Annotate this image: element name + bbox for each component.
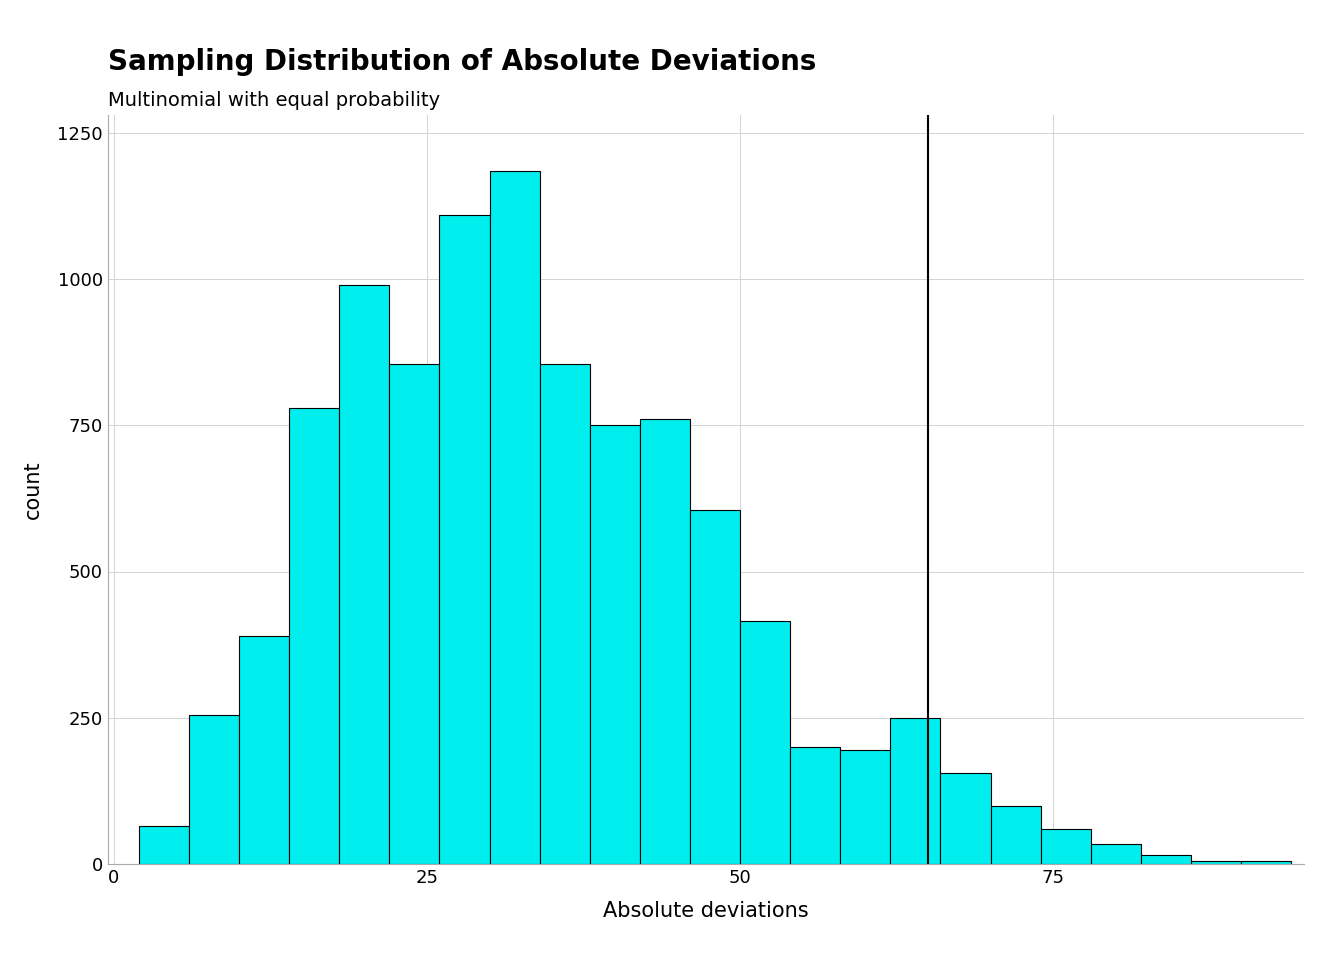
Bar [840,750,890,864]
Bar [339,285,390,864]
Bar [890,718,941,864]
Bar [390,364,439,864]
Bar [289,408,339,864]
Bar [138,826,190,864]
Bar [991,805,1040,864]
X-axis label: Absolute deviations: Absolute deviations [603,900,808,921]
Text: Multinomial with equal probability: Multinomial with equal probability [108,91,439,110]
Bar [439,215,489,864]
Bar [640,420,689,864]
Bar [239,636,289,864]
Bar [1091,844,1141,864]
Y-axis label: count: count [23,460,43,519]
Bar [1241,861,1292,864]
Bar [1040,828,1091,864]
Text: Sampling Distribution of Absolute Deviations: Sampling Distribution of Absolute Deviat… [108,48,816,76]
Bar [489,171,540,864]
Bar [790,747,840,864]
Bar [689,510,741,864]
Bar [1141,855,1191,864]
Bar [941,774,991,864]
Bar [741,621,790,864]
Bar [190,715,239,864]
Bar [1191,861,1241,864]
Bar [540,364,590,864]
Bar [590,425,640,864]
